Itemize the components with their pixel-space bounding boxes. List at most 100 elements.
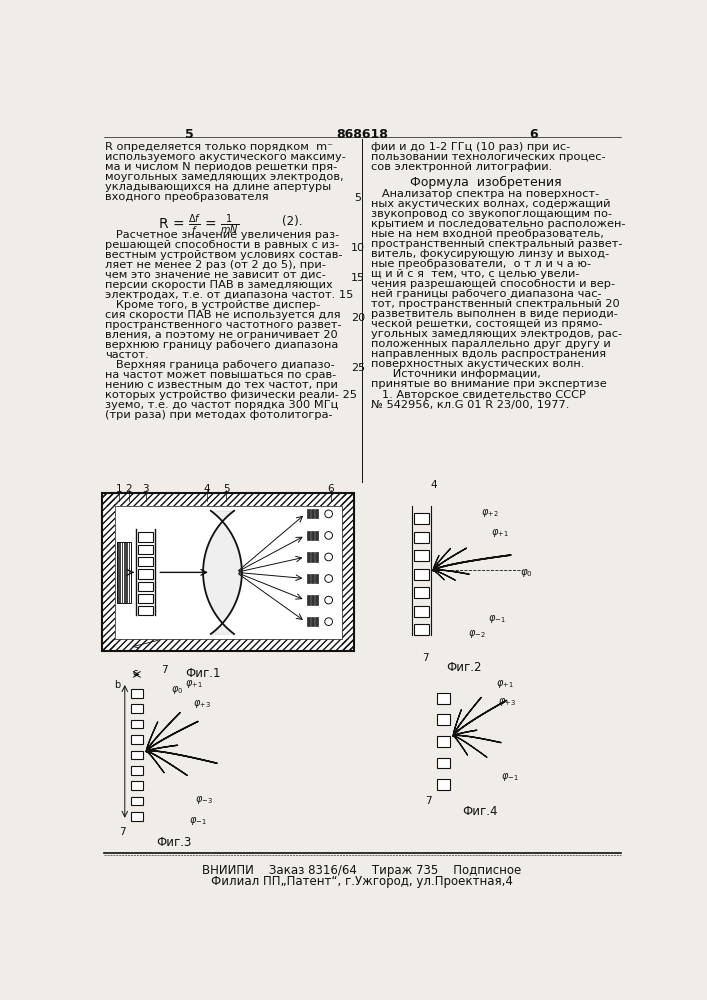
Bar [311,552,314,562]
Bar [311,531,314,540]
Text: (2).: (2). [282,215,303,228]
Bar [315,574,317,583]
Bar [131,766,143,774]
Bar [307,531,310,540]
Text: ные на нем входной преобразователь,: ные на нем входной преобразователь, [371,229,604,239]
Text: Источники информации,: Источники информации, [371,369,541,379]
Text: Фиг.4: Фиг.4 [462,805,498,818]
Text: Верхняя граница рабочего диапазо-: Верхняя граница рабочего диапазо- [105,360,335,370]
Text: 7: 7 [119,827,126,837]
Bar [138,606,153,615]
Bar [315,531,317,540]
Text: R определяется только порядком  m⁻: R определяется только порядком m⁻ [105,142,334,152]
Text: $\varphi_{0}$: $\varphi_{0}$ [520,567,533,579]
Circle shape [325,575,332,582]
Bar [307,617,310,626]
Bar [131,689,143,698]
Bar [127,542,128,603]
Text: 5: 5 [185,128,194,141]
Bar [138,557,153,566]
Text: витель, фокусирующую линзу и выход-: витель, фокусирующую линзу и выход- [371,249,609,259]
Text: 4: 4 [204,484,210,494]
Text: фии и до 1-2 ГГц (10 раз) при ис-: фии и до 1-2 ГГц (10 раз) при ис- [371,142,571,152]
Text: пользовании технологических процес-: пользовании технологических процес- [371,152,606,162]
Circle shape [325,596,332,604]
Text: пространственный спектральный развет-: пространственный спектральный развет- [371,239,623,249]
Bar [103,493,115,651]
Text: электродах, т.е. от диапазона частот. 15: электродах, т.е. от диапазона частот. 15 [105,290,354,300]
Bar [138,582,153,591]
Text: 7: 7 [426,796,432,806]
Bar [437,693,450,704]
Text: 10: 10 [351,243,365,253]
Bar [131,812,143,821]
Text: 6: 6 [530,128,538,141]
Text: 25: 25 [351,363,365,373]
Bar [115,506,341,639]
Bar [138,545,153,554]
Bar [129,542,130,603]
Text: $\varphi_{+3}$: $\varphi_{+3}$ [498,696,516,708]
Text: используемого акустического максиму-: используемого акустического максиму- [105,152,346,162]
Text: R = $\frac{\Delta f}{f}$ = $\frac{1}{mN}$: R = $\frac{\Delta f}{f}$ = $\frac{1}{mN}… [158,212,239,237]
Text: $\varphi_{0}$: $\varphi_{0}$ [171,684,184,696]
Text: 4: 4 [430,480,436,490]
Text: b: b [114,680,120,690]
Bar [307,509,310,518]
Text: разветвитель выполнен в виде периоди-: разветвитель выполнен в виде периоди- [371,309,618,319]
Text: направленных вдоль распространения: направленных вдоль распространения [371,349,607,359]
Bar [437,714,450,725]
Text: моугольных замедляющих электродов,: моугольных замедляющих электродов, [105,172,344,182]
Text: 7: 7 [422,653,429,663]
Bar [138,569,153,579]
Text: 6: 6 [327,484,334,494]
Bar [138,594,153,603]
Bar [103,639,354,651]
Bar [138,532,153,542]
Bar [311,509,314,518]
Text: 2: 2 [125,484,132,494]
Text: Кроме того, в устройстве диспер-: Кроме того, в устройстве диспер- [105,300,321,310]
Text: 20: 20 [351,313,365,323]
Text: на частот может повышаться по срав-: на частот может повышаться по срав- [105,370,337,380]
Bar [414,513,429,524]
Text: принятые во внимание при экспертизе: принятые во внимание при экспертизе [371,379,607,389]
Text: 7: 7 [161,665,168,675]
Text: Фиг.2: Фиг.2 [447,661,482,674]
Bar [307,552,310,562]
Text: крытием и последовательно расположен-: крытием и последовательно расположен- [371,219,626,229]
Text: сия скорости ПАВ не используется для: сия скорости ПАВ не используется для [105,310,341,320]
Text: $\varphi_{+1}$: $\varphi_{+1}$ [496,678,514,690]
Text: ВНИИПИ    Заказ 8316/64    Тираж 735    Подписное: ВНИИПИ Заказ 8316/64 Тираж 735 Подписное [202,864,522,877]
Circle shape [325,553,332,561]
Bar [315,617,317,626]
Text: нению с известным до тех частот, при: нению с известным до тех частот, при [105,380,339,390]
Bar [119,542,121,603]
Bar [414,569,429,580]
Bar [414,587,429,598]
Text: тот, пространственный спектральный 20: тот, пространственный спектральный 20 [371,299,620,309]
Text: $\varphi_{-1}$: $\varphi_{-1}$ [488,613,506,625]
Text: чения разрешающей способности и вер-: чения разрешающей способности и вер- [371,279,615,289]
Bar [414,606,429,617]
Text: чем это значение не зависит от дис-: чем это значение не зависит от дис- [105,270,327,280]
Text: $\varphi_{-1}$: $\varphi_{-1}$ [189,815,207,827]
Bar [131,797,143,805]
Bar [131,751,143,759]
Text: c: c [132,668,138,678]
Text: 868618: 868618 [336,128,388,141]
Text: $\varphi_{+1}$: $\varphi_{+1}$ [185,678,203,690]
Bar [117,542,131,603]
Text: ляет не менее 2 раз (от 2 до 5), при-: ляет не менее 2 раз (от 2 до 5), при- [105,260,327,270]
Text: $\varphi_{-2}$: $\varphi_{-2}$ [468,628,486,640]
Bar [414,624,429,635]
Text: частот.: частот. [105,350,149,360]
Text: (три раза) при методах фотолитогра-: (три раза) при методах фотолитогра- [105,410,333,420]
Bar [437,736,450,747]
Text: 5: 5 [223,484,230,494]
Text: поверхностных акустических волн.: поверхностных акустических волн. [371,359,585,369]
Bar [131,720,143,728]
Text: которых устройство физически реали- 25: которых устройство физически реали- 25 [105,390,358,400]
Bar [315,509,317,518]
Text: входного преобразователя: входного преобразователя [105,192,269,202]
